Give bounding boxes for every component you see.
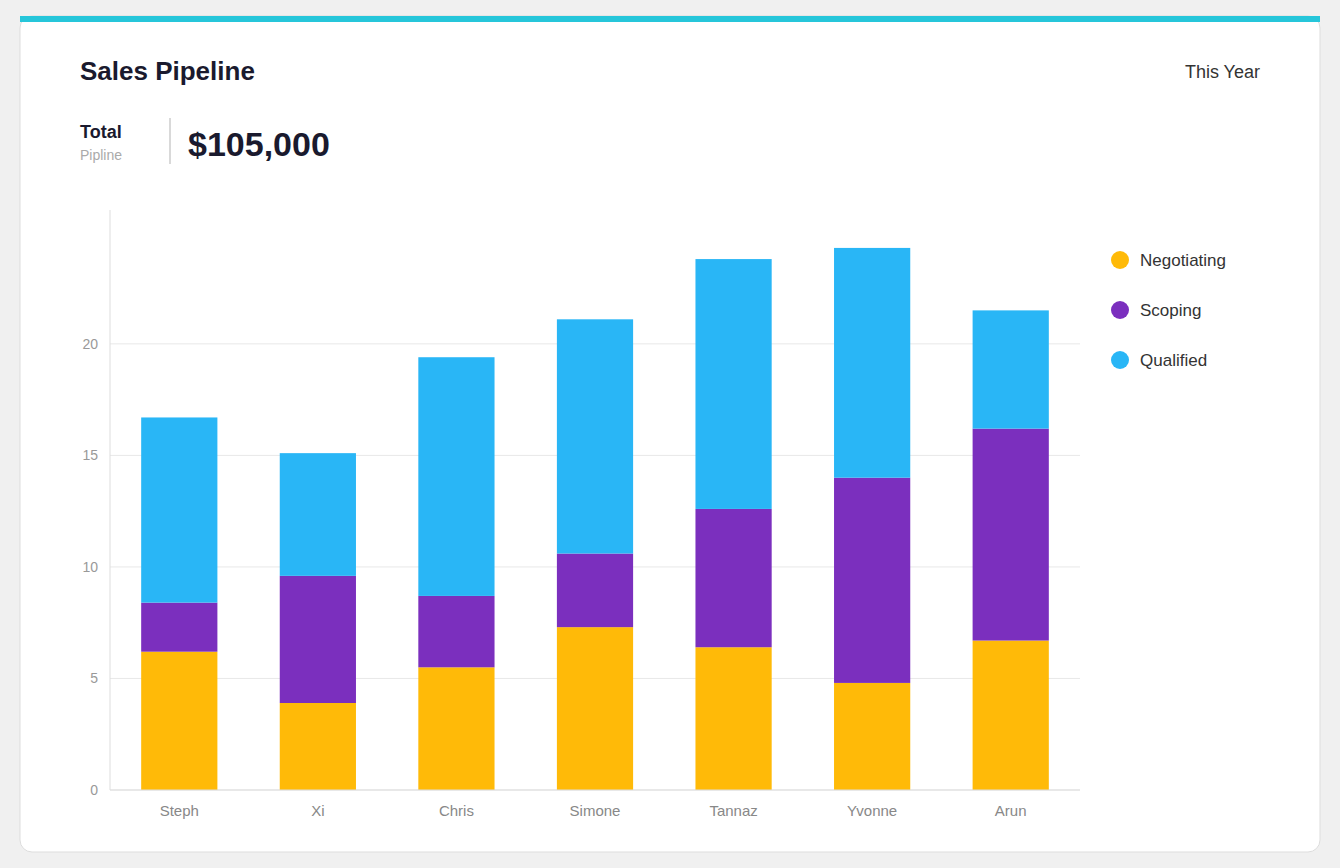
- bar-segment: [973, 429, 1049, 641]
- bar-segment: [418, 357, 494, 596]
- bar-segment: [280, 576, 356, 703]
- bar-segment: [834, 683, 910, 790]
- legend-label: Scoping: [1140, 301, 1201, 320]
- title: Sales Pipeline: [80, 56, 255, 86]
- bar-segment: [695, 259, 771, 509]
- y-tick-label: 10: [82, 559, 98, 575]
- bar-segment: [280, 703, 356, 790]
- x-tick-label: Arun: [995, 802, 1027, 819]
- legend-label: Qualified: [1140, 351, 1207, 370]
- bar-segment: [695, 509, 771, 647]
- bar-segment: [557, 627, 633, 790]
- bar-segment: [141, 652, 217, 790]
- divider: [169, 118, 171, 164]
- x-axis-line: [110, 790, 1080, 791]
- x-tick-label: Simone: [570, 802, 621, 819]
- period-label: This Year: [1185, 62, 1260, 82]
- grid-line: [110, 790, 1080, 791]
- bar-segment: [557, 554, 633, 628]
- y-tick-label: 0: [90, 782, 98, 798]
- x-tick-label: Yvonne: [847, 802, 897, 819]
- x-tick-label: Chris: [439, 802, 474, 819]
- bar-segment: [973, 641, 1049, 790]
- y-tick-label: 5: [90, 670, 98, 686]
- total-value: $105,000: [188, 125, 330, 163]
- bar-segment: [834, 478, 910, 683]
- bar-segment: [418, 667, 494, 790]
- legend-swatch: [1111, 351, 1129, 369]
- x-tick-label: Tannaz: [709, 802, 757, 819]
- total-label: Total: [80, 122, 122, 142]
- y-axis-line: [110, 210, 111, 790]
- legend-swatch: [1111, 301, 1129, 319]
- y-tick-label: 20: [82, 336, 98, 352]
- legend-label: Negotiating: [1140, 251, 1226, 270]
- bar-segment: [834, 248, 910, 478]
- accent-line: [20, 16, 1320, 22]
- bar-segment: [557, 319, 633, 553]
- x-tick-label: Xi: [311, 802, 324, 819]
- card: [20, 16, 1320, 852]
- bar-segment: [695, 647, 771, 790]
- bar-segment: [141, 417, 217, 602]
- legend: Negotiating Scoping Qualified: [1111, 251, 1226, 370]
- bar-segment: [418, 596, 494, 667]
- total-sublabel: Pipline: [80, 147, 122, 163]
- bar-segment: [973, 310, 1049, 428]
- bar-segment: [141, 603, 217, 652]
- bar-segment: [280, 453, 356, 576]
- chart: Sales Pipeline This Year Total Pipline $105,…: [0, 0, 1340, 868]
- x-tick-label: Steph: [160, 802, 199, 819]
- legend-swatch: [1111, 251, 1129, 269]
- bars: [141, 248, 1049, 790]
- y-tick-label: 15: [82, 447, 98, 463]
